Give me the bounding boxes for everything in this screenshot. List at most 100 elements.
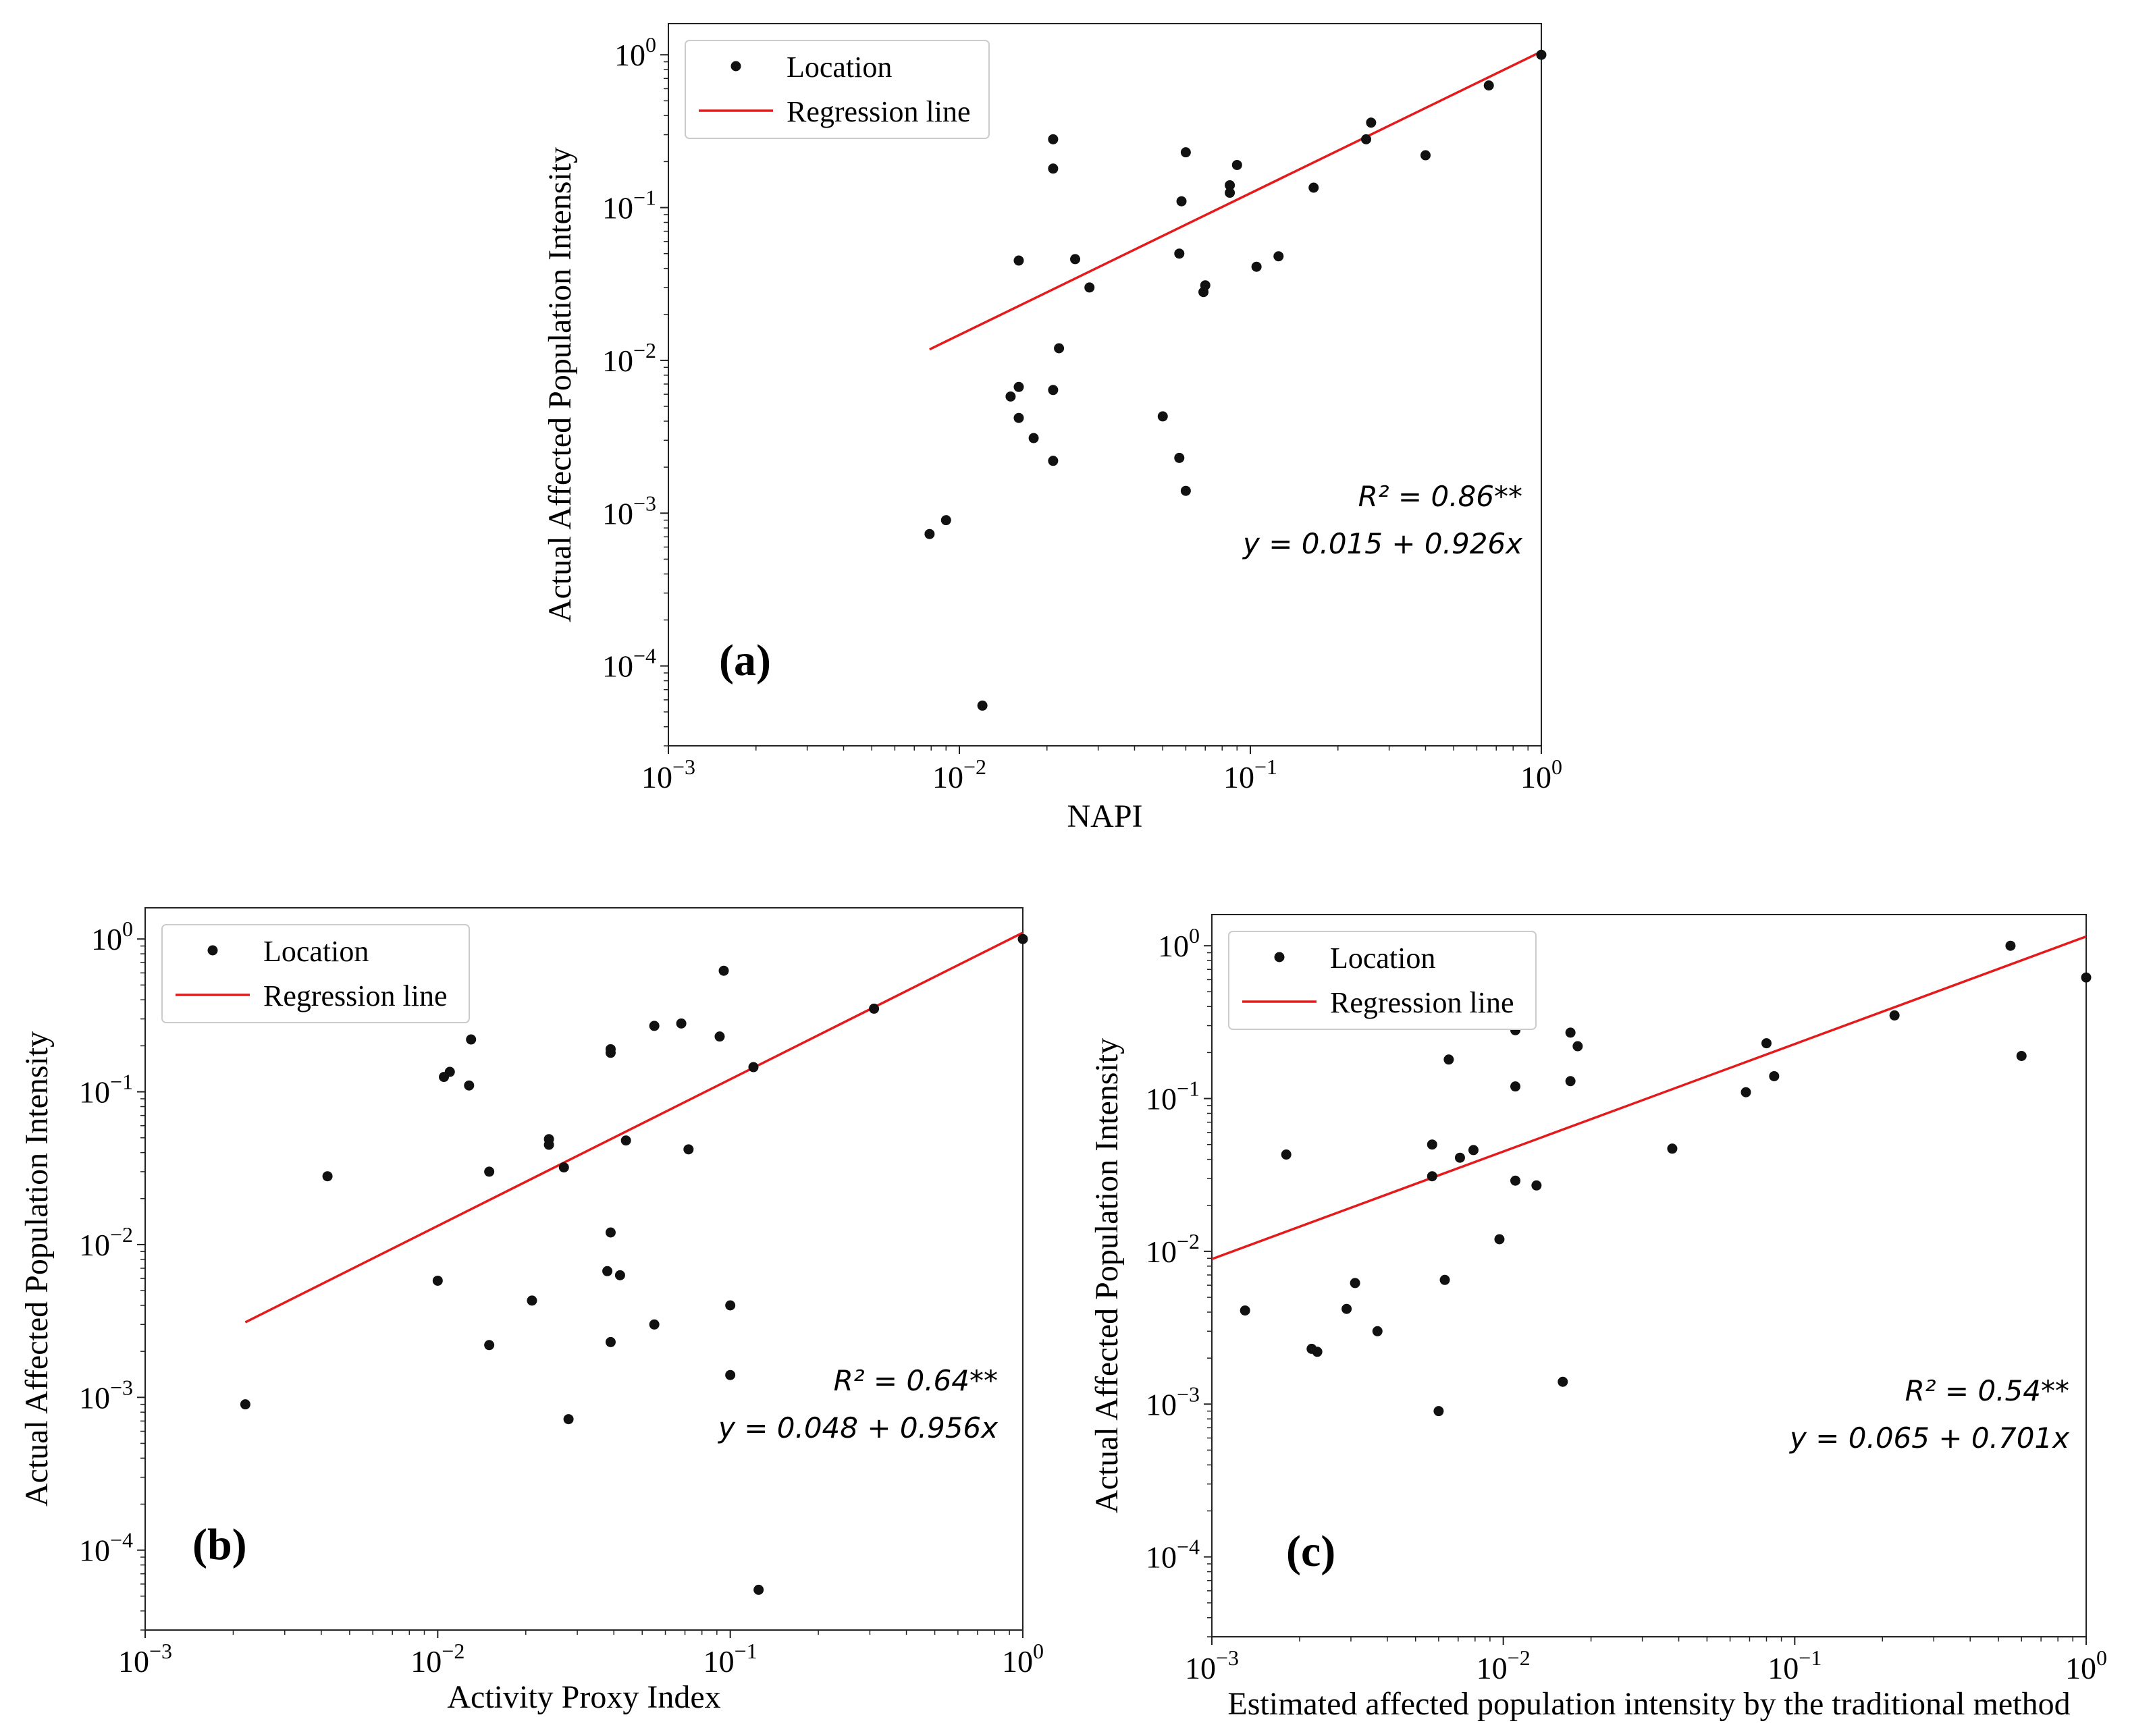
data-point — [1536, 49, 1547, 60]
y-tick-label: 10−4 — [79, 1528, 133, 1568]
data-point — [558, 1162, 569, 1173]
legend: Location Regression line — [161, 924, 470, 1023]
plot-frame — [144, 907, 1024, 1631]
data-point — [2016, 1050, 2027, 1061]
x-tick-label: 100 — [1520, 755, 1562, 794]
data-point — [614, 1270, 625, 1280]
data-point — [1510, 1081, 1521, 1092]
data-point — [1225, 180, 1235, 190]
data-point — [1740, 1087, 1751, 1097]
data-point — [484, 1166, 495, 1177]
data-point — [1028, 433, 1039, 443]
data-point — [602, 1266, 613, 1276]
x-tick-label: 10−2 — [932, 755, 986, 794]
data-point — [869, 1003, 880, 1014]
y-axis-title: Actual Affected Population Intensity — [542, 147, 578, 622]
data-point — [2081, 972, 2092, 983]
y-tick-label: 100 — [91, 917, 133, 956]
data-point — [1013, 412, 1024, 423]
data-point — [1366, 117, 1377, 128]
y-tick-label: 10−2 — [1146, 1229, 1200, 1269]
x-axis-title: NAPI — [1067, 798, 1142, 834]
x-tick-label: 10−3 — [641, 755, 695, 794]
data-point — [466, 1034, 477, 1045]
panel-label: (b) — [192, 1520, 247, 1569]
data-point — [683, 1144, 694, 1155]
data-point — [649, 1021, 660, 1031]
r-squared-annotation: R² = 0.54** — [1905, 1374, 2069, 1407]
data-point — [1013, 381, 1024, 392]
data-point — [1308, 182, 1319, 193]
legend-label-regression: Regression line — [1330, 986, 1514, 1019]
data-point — [718, 965, 729, 976]
legend-label-regression: Regression line — [263, 979, 448, 1012]
data-point — [1180, 485, 1191, 496]
data-point — [1372, 1326, 1383, 1336]
regression-equation: y = 0.015 + 0.926x — [1242, 527, 1523, 560]
data-point — [1454, 1152, 1465, 1163]
y-tick-label: 10−3 — [1146, 1382, 1200, 1421]
data-point — [725, 1300, 736, 1311]
legend-box — [161, 924, 470, 1023]
data-point — [676, 1018, 687, 1029]
data-point — [1070, 254, 1081, 265]
data-point — [1225, 188, 1235, 198]
y-axis-title: Actual Affected Population Intensity — [19, 1031, 55, 1507]
legend-label-location: Location — [1330, 942, 1435, 975]
data-point — [1361, 134, 1372, 144]
data-point — [527, 1295, 537, 1306]
data-point — [1240, 1305, 1250, 1316]
data-point — [484, 1340, 495, 1351]
data-point — [605, 1336, 616, 1347]
data-point — [1048, 385, 1059, 396]
y-tick-label: 10−4 — [1146, 1535, 1200, 1575]
x-tick-label: 10−3 — [118, 1639, 172, 1679]
legend-marker-location — [730, 61, 741, 72]
y-tick-label: 10−1 — [602, 186, 656, 225]
data-point — [1084, 282, 1095, 293]
data-point — [924, 528, 935, 539]
data-point — [1048, 163, 1059, 174]
y-tick-label: 10−4 — [602, 644, 656, 684]
x-tick-label: 100 — [1002, 1639, 1044, 1679]
data-point — [753, 1584, 764, 1595]
data-point — [1231, 159, 1242, 170]
y-tick-label: 10−2 — [79, 1222, 133, 1262]
legend-marker-location — [1274, 952, 1285, 962]
data-point — [1420, 150, 1431, 161]
data-point — [1198, 287, 1209, 298]
data-point — [605, 1227, 616, 1238]
legend-label-location: Location — [787, 51, 892, 84]
data-point — [1468, 1145, 1479, 1156]
data-point — [1761, 1038, 1772, 1049]
chart-panel-a: 10−3 10−2 10−1 100 10−4 10−3 10−2 10−1 100 NAPI Ac… — [542, 23, 1562, 834]
data-point — [1017, 933, 1028, 944]
data-point — [1054, 343, 1065, 354]
data-point — [977, 700, 988, 711]
data-point — [322, 1171, 333, 1182]
data-point — [1157, 411, 1168, 422]
data-point — [432, 1275, 443, 1286]
data-point — [1531, 1180, 1542, 1191]
data-point — [1439, 1274, 1450, 1285]
regression-line — [1211, 935, 2087, 1261]
data-point — [1433, 1406, 1444, 1417]
y-axis-title: Actual Affected Population Intensity — [1089, 1038, 1125, 1513]
legend-box — [685, 40, 990, 139]
data-point — [1558, 1376, 1568, 1387]
legend: Location Regression line — [685, 40, 990, 139]
data-point — [1510, 1175, 1521, 1186]
data-point — [714, 1031, 725, 1042]
data-point — [748, 1062, 759, 1073]
r-squared-annotation: R² = 0.64** — [834, 1364, 998, 1397]
regression-line — [929, 50, 1542, 351]
data-point — [1251, 261, 1262, 272]
regression-equation: y = 0.048 + 0.956x — [717, 1411, 999, 1444]
data-point — [1427, 1139, 1437, 1150]
data-point — [1281, 1149, 1292, 1160]
data-point — [1306, 1343, 1317, 1354]
y-tick-label: 10−2 — [602, 338, 656, 378]
panel-label: (a) — [719, 636, 771, 685]
legend-marker-location — [207, 945, 218, 956]
